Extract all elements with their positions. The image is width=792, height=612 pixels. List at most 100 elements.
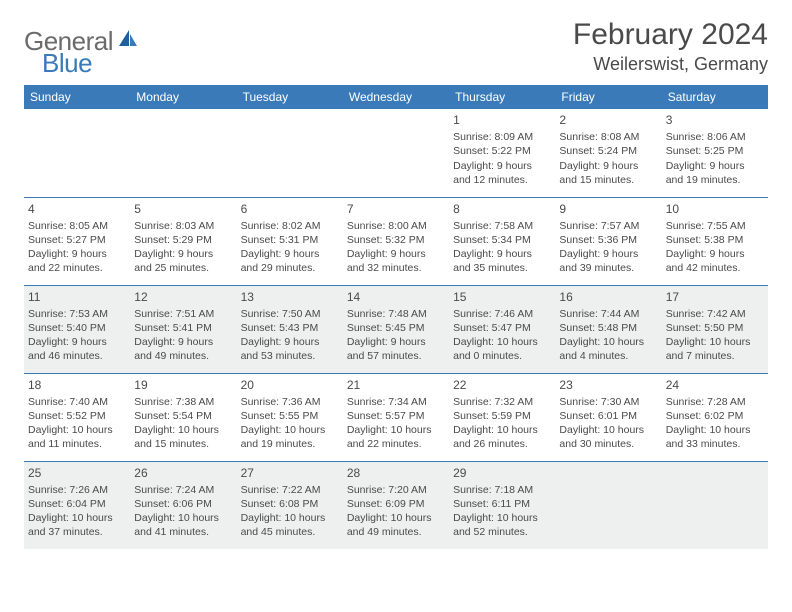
day-detail-line: Sunrise: 8:09 AM: [453, 130, 551, 144]
day-detail-line: Sunset: 5:45 PM: [347, 321, 445, 335]
calendar-day-cell: 25Sunrise: 7:26 AMSunset: 6:04 PMDayligh…: [24, 461, 130, 549]
calendar-day-cell: 3Sunrise: 8:06 AMSunset: 5:25 PMDaylight…: [662, 109, 768, 197]
calendar-day-cell: 22Sunrise: 7:32 AMSunset: 5:59 PMDayligh…: [449, 373, 555, 461]
day-detail-line: Sunrise: 7:48 AM: [347, 307, 445, 321]
calendar-table: SundayMondayTuesdayWednesdayThursdayFrid…: [24, 85, 768, 549]
day-detail-line: Sunrise: 7:40 AM: [28, 395, 126, 409]
calendar-day-cell: 27Sunrise: 7:22 AMSunset: 6:08 PMDayligh…: [237, 461, 343, 549]
day-detail-line: Sunrise: 7:55 AM: [666, 219, 764, 233]
calendar-day-cell: 15Sunrise: 7:46 AMSunset: 5:47 PMDayligh…: [449, 285, 555, 373]
day-detail-line: Sunset: 5:31 PM: [241, 233, 339, 247]
day-number: 9: [559, 201, 657, 217]
day-detail-line: Daylight: 10 hours: [453, 423, 551, 437]
calendar-day-cell: 26Sunrise: 7:24 AMSunset: 6:06 PMDayligh…: [130, 461, 236, 549]
day-detail-line: and 33 minutes.: [666, 437, 764, 451]
day-detail-line: and 41 minutes.: [134, 525, 232, 539]
day-detail-line: Sunrise: 7:51 AM: [134, 307, 232, 321]
calendar-header-row: SundayMondayTuesdayWednesdayThursdayFrid…: [24, 85, 768, 109]
day-detail-line: Sunset: 5:27 PM: [28, 233, 126, 247]
day-detail-line: Sunset: 6:09 PM: [347, 497, 445, 511]
day-detail-line: and 49 minutes.: [347, 525, 445, 539]
day-number: 27: [241, 465, 339, 481]
calendar-week-row: 18Sunrise: 7:40 AMSunset: 5:52 PMDayligh…: [24, 373, 768, 461]
calendar-day-cell: [555, 461, 661, 549]
calendar-day-cell: 21Sunrise: 7:34 AMSunset: 5:57 PMDayligh…: [343, 373, 449, 461]
day-detail-line: and 37 minutes.: [28, 525, 126, 539]
calendar-day-cell: 11Sunrise: 7:53 AMSunset: 5:40 PMDayligh…: [24, 285, 130, 373]
day-detail-line: Daylight: 9 hours: [666, 247, 764, 261]
day-detail-line: Sunset: 6:01 PM: [559, 409, 657, 423]
day-detail-line: and 12 minutes.: [453, 173, 551, 187]
day-detail-line: Sunrise: 7:34 AM: [347, 395, 445, 409]
day-detail-line: Sunrise: 7:53 AM: [28, 307, 126, 321]
day-detail-line: Sunrise: 8:06 AM: [666, 130, 764, 144]
day-number: 6: [241, 201, 339, 217]
day-detail-line: Daylight: 10 hours: [347, 511, 445, 525]
day-number: 26: [134, 465, 232, 481]
day-number: 1: [453, 112, 551, 128]
calendar-day-cell: [343, 109, 449, 197]
day-number: 15: [453, 289, 551, 305]
day-detail-line: Sunset: 5:32 PM: [347, 233, 445, 247]
day-detail-line: Sunrise: 7:57 AM: [559, 219, 657, 233]
day-detail-line: Daylight: 10 hours: [666, 423, 764, 437]
calendar-day-cell: 4Sunrise: 8:05 AMSunset: 5:27 PMDaylight…: [24, 197, 130, 285]
day-detail-line: Sunset: 6:11 PM: [453, 497, 551, 511]
day-detail-line: Sunset: 5:54 PM: [134, 409, 232, 423]
day-detail-line: and 15 minutes.: [559, 173, 657, 187]
day-number: 7: [347, 201, 445, 217]
calendar-day-cell: 29Sunrise: 7:18 AMSunset: 6:11 PMDayligh…: [449, 461, 555, 549]
day-detail-line: Daylight: 9 hours: [453, 159, 551, 173]
day-detail-line: Sunrise: 7:26 AM: [28, 483, 126, 497]
day-detail-line: Daylight: 10 hours: [241, 423, 339, 437]
calendar-day-cell: 9Sunrise: 7:57 AMSunset: 5:36 PMDaylight…: [555, 197, 661, 285]
day-number: 20: [241, 377, 339, 393]
calendar-week-row: 1Sunrise: 8:09 AMSunset: 5:22 PMDaylight…: [24, 109, 768, 197]
day-number: 14: [347, 289, 445, 305]
day-detail-line: Sunset: 5:41 PM: [134, 321, 232, 335]
day-detail-line: Sunset: 5:57 PM: [347, 409, 445, 423]
day-detail-line: Sunrise: 8:00 AM: [347, 219, 445, 233]
day-detail-line: Sunrise: 8:08 AM: [559, 130, 657, 144]
day-number: 10: [666, 201, 764, 217]
day-number: 13: [241, 289, 339, 305]
calendar-day-cell: 23Sunrise: 7:30 AMSunset: 6:01 PMDayligh…: [555, 373, 661, 461]
day-number: 29: [453, 465, 551, 481]
day-detail-line: and 7 minutes.: [666, 349, 764, 363]
day-detail-line: Daylight: 10 hours: [453, 335, 551, 349]
day-detail-line: Sunrise: 7:42 AM: [666, 307, 764, 321]
day-detail-line: Sunrise: 7:24 AM: [134, 483, 232, 497]
weekday-header: Monday: [130, 85, 236, 109]
day-detail-line: Daylight: 10 hours: [134, 511, 232, 525]
day-detail-line: and 29 minutes.: [241, 261, 339, 275]
calendar-day-cell: 17Sunrise: 7:42 AMSunset: 5:50 PMDayligh…: [662, 285, 768, 373]
weekday-header: Saturday: [662, 85, 768, 109]
day-detail-line: Daylight: 9 hours: [347, 247, 445, 261]
day-detail-line: Sunset: 5:40 PM: [28, 321, 126, 335]
calendar-week-row: 11Sunrise: 7:53 AMSunset: 5:40 PMDayligh…: [24, 285, 768, 373]
day-number: 21: [347, 377, 445, 393]
day-detail-line: Daylight: 10 hours: [453, 511, 551, 525]
day-detail-line: Daylight: 9 hours: [666, 159, 764, 173]
weekday-header: Thursday: [449, 85, 555, 109]
day-detail-line: Sunset: 5:29 PM: [134, 233, 232, 247]
day-detail-line: Daylight: 10 hours: [28, 511, 126, 525]
title-block: February 2024 Weilerswist, Germany: [573, 18, 768, 75]
day-detail-line: Daylight: 9 hours: [559, 159, 657, 173]
day-detail-line: Daylight: 9 hours: [453, 247, 551, 261]
day-detail-line: Sunrise: 7:44 AM: [559, 307, 657, 321]
day-detail-line: and 22 minutes.: [347, 437, 445, 451]
day-detail-line: and 4 minutes.: [559, 349, 657, 363]
calendar-week-row: 25Sunrise: 7:26 AMSunset: 6:04 PMDayligh…: [24, 461, 768, 549]
day-detail-line: Sunset: 5:22 PM: [453, 144, 551, 158]
day-detail-line: Daylight: 9 hours: [28, 247, 126, 261]
brand-text-blue: Blue: [42, 48, 92, 78]
day-detail-line: and 0 minutes.: [453, 349, 551, 363]
day-detail-line: and 30 minutes.: [559, 437, 657, 451]
calendar-day-cell: 24Sunrise: 7:28 AMSunset: 6:02 PMDayligh…: [662, 373, 768, 461]
calendar-day-cell: 13Sunrise: 7:50 AMSunset: 5:43 PMDayligh…: [237, 285, 343, 373]
day-number: 17: [666, 289, 764, 305]
day-detail-line: Sunrise: 7:30 AM: [559, 395, 657, 409]
day-detail-line: Daylight: 10 hours: [666, 335, 764, 349]
calendar-day-cell: [237, 109, 343, 197]
